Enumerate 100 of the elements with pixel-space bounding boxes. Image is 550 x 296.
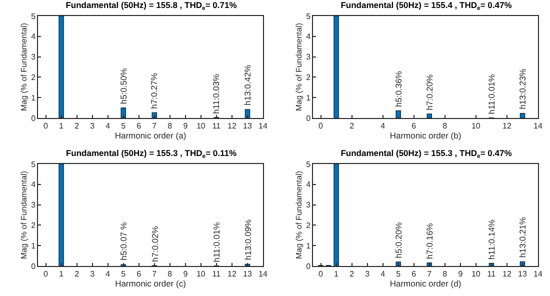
- x-tick-label: 9: [458, 269, 464, 278]
- x-tick-label: 2: [74, 269, 80, 278]
- y-axis-title: Mag (% of Fundamental): [294, 22, 304, 112]
- y-tick-label: 2: [306, 221, 312, 230]
- x-tick-label: 8: [442, 269, 448, 278]
- y-tick-label: 0: [306, 114, 312, 123]
- annotation: h11:0.03%: [211, 73, 222, 114]
- y-tick-label: 2: [31, 221, 36, 230]
- x-tick-label: 9: [183, 269, 188, 278]
- y-tick-label: 4: [31, 180, 36, 190]
- x-axis-title: Harmonic order (a): [114, 130, 186, 140]
- y-tick-label: 1: [31, 241, 36, 250]
- annotation: h7:0.27%: [148, 72, 159, 109]
- y-tick-label: 0: [31, 114, 36, 123]
- x-tick-label: 0: [318, 269, 324, 278]
- x-tick-label: 12: [228, 269, 237, 278]
- y-tick-label: 3: [31, 200, 36, 210]
- x-tick-label: 13: [518, 269, 528, 278]
- x-tick-label: 7: [152, 269, 158, 278]
- x-tick-label: 10: [196, 269, 206, 278]
- y-tick-label: 4: [306, 180, 312, 190]
- x-axis-title: Harmonic order (d): [390, 278, 462, 288]
- x-tick-label: 10: [471, 121, 481, 130]
- x-tick-label: 0: [44, 269, 49, 278]
- chart-title: Fundamental (50Hz) = 155.3 , THD$_{e}$= 0.11%: [66, 148, 237, 160]
- y-tick-label: 5: [31, 160, 36, 169]
- x-tick-label: 14: [534, 269, 543, 278]
- annotation: h13:0.23%: [518, 68, 528, 110]
- x-tick-label: 12: [502, 121, 512, 130]
- annotation: h5:0.20%: [393, 222, 404, 258]
- x-tick-label: 14: [258, 269, 268, 278]
- annotation: h7:0.20%: [424, 74, 434, 110]
- x-tick-label: 1: [334, 269, 340, 278]
- x-tick-label: 3: [90, 269, 96, 278]
- x-tick-label: 4: [380, 121, 386, 130]
- annotation: h11:0.14%: [486, 219, 496, 260]
- x-tick-label: 14: [258, 121, 268, 130]
- x-tick-label: 5: [121, 121, 126, 130]
- annotation: h5:0.07 %: [118, 222, 128, 260]
- annotation: h7:0.16%: [424, 222, 435, 260]
- annotation: h5:0.36%: [394, 70, 404, 107]
- y-tick-label: 3: [306, 52, 312, 62]
- y-tick-label: 3: [306, 200, 312, 210]
- y-tick-label: 5: [31, 12, 36, 21]
- x-tick-label: 2: [74, 121, 80, 130]
- x-tick-label: 11: [487, 269, 496, 278]
- x-tick-label: 1: [59, 269, 64, 278]
- x-tick-label: 4: [106, 121, 111, 130]
- chart-title: Fundamental (50Hz) = 155.8 , THD$_{e}$= 0.71%: [66, 0, 238, 12]
- x-tick-label: 8: [168, 269, 173, 278]
- y-tick-label: 1: [306, 93, 312, 102]
- y-tick-label: 4: [31, 32, 36, 42]
- y-tick-label: 2: [31, 73, 36, 82]
- annotation: h13:0.42%: [242, 64, 253, 106]
- x-tick-label: 7: [427, 269, 432, 278]
- x-axis-title: Harmonic order (b): [390, 130, 462, 140]
- y-tick-label: 1: [306, 241, 312, 250]
- x-tick-label: 7: [152, 121, 158, 130]
- y-tick-label: 5: [306, 160, 312, 169]
- annotation: h11:0.01%: [212, 222, 222, 262]
- x-tick-label: 11: [212, 269, 222, 278]
- annotation: h13:0.21%: [517, 216, 528, 258]
- annotation: h5:0.50%: [118, 68, 129, 104]
- annotation: h7:0.02%: [150, 226, 160, 262]
- x-tick-label: 10: [196, 121, 206, 130]
- x-tick-label: 1: [59, 121, 64, 130]
- x-axis-title: Harmonic order (c): [115, 278, 186, 288]
- y-tick-label: 5: [306, 12, 312, 21]
- annotation: h13:0.09%: [242, 219, 253, 260]
- y-axis-title: Mag (% of Fundamental): [20, 170, 29, 260]
- x-tick-label: 6: [136, 269, 142, 278]
- chart-title: Fundamental (50Hz) = 155.3 , THD$_{e}$= 0.47%: [340, 148, 512, 160]
- y-tick-label: 2: [306, 73, 312, 82]
- x-tick-label: 6: [136, 121, 142, 130]
- x-tick-label: 10: [471, 269, 481, 278]
- y-tick-label: 0: [306, 262, 312, 271]
- x-tick-label: 5: [121, 269, 126, 278]
- x-tick-label: 13: [243, 121, 252, 130]
- y-tick-label: 4: [306, 32, 312, 42]
- x-tick-label: 12: [228, 121, 237, 130]
- y-tick-label: 0: [31, 262, 36, 271]
- x-tick-label: 4: [106, 269, 111, 278]
- x-tick-label: 6: [412, 269, 417, 278]
- x-tick-label: 12: [502, 269, 512, 278]
- x-tick-label: 3: [90, 121, 96, 130]
- y-axis-title: Mag (% of Fundamental): [294, 170, 304, 260]
- x-tick-label: 4: [380, 269, 386, 278]
- x-tick-label: 0: [318, 121, 324, 130]
- x-tick-label: 9: [183, 121, 188, 130]
- y-tick-label: 1: [31, 93, 36, 102]
- x-tick-label: 11: [212, 121, 222, 130]
- x-tick-label: 2: [350, 121, 355, 130]
- x-tick-label: 0: [44, 121, 49, 130]
- y-axis-title: Mag (% of Fundamental): [20, 22, 29, 112]
- x-tick-label: 5: [396, 269, 402, 278]
- x-tick-label: 8: [442, 121, 448, 130]
- x-tick-label: 14: [534, 121, 543, 130]
- x-tick-label: 13: [243, 269, 252, 278]
- x-tick-label: 8: [168, 121, 173, 130]
- annotation: h11:0.01%: [486, 74, 497, 114]
